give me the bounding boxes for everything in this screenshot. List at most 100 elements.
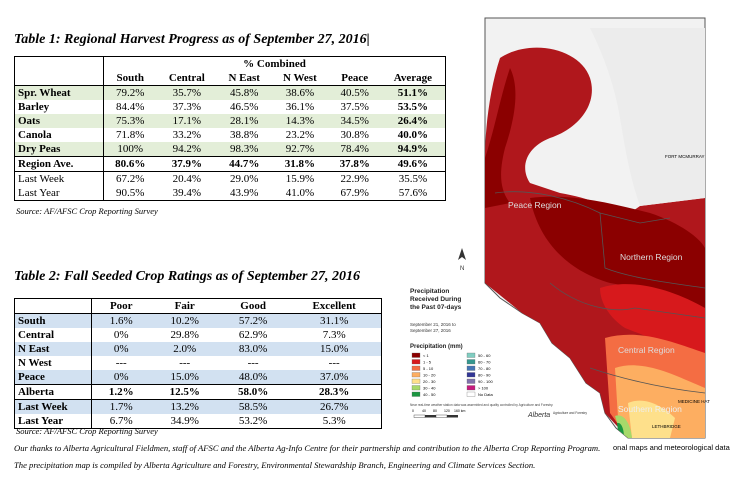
- table-cell: 15.0%: [150, 370, 219, 385]
- table-cell: 36.1%: [285, 101, 315, 113]
- row-label: Oats: [14, 114, 104, 128]
- legend-label: 50 - 60: [478, 353, 491, 358]
- table-row: Last Week 1.7% 13.2% 58.5% 26.7%: [14, 399, 382, 414]
- legend-swatch: [466, 352, 476, 358]
- legend-label: 40 - 50: [423, 392, 436, 397]
- legend-swatch: [466, 378, 476, 384]
- table-cell: 0%: [113, 329, 129, 341]
- table2-source: Source: AF/AFSC Crop Reporting Survey: [16, 426, 158, 436]
- table-row: Oats 75.3% 17.1% 28.1% 14.3% 34.5% 26.4%: [14, 114, 446, 128]
- table-cell: 26.4%: [380, 114, 446, 128]
- legend-dates: September 21, 2016 to: [410, 322, 456, 327]
- scale-tick: 120: [444, 409, 450, 413]
- table-cell: 41.0%: [285, 187, 315, 199]
- table-cell: 58.5%: [218, 399, 288, 414]
- table-cell: 53.2%: [238, 415, 268, 427]
- table-cell: 78.4%: [328, 142, 381, 157]
- column-header: Good: [240, 300, 266, 312]
- table-cell: 51.1%: [380, 85, 446, 100]
- city-label: MEDICINE HAT: [678, 399, 710, 404]
- scale-tick: 160 km: [454, 409, 466, 413]
- table-cell: 20.4%: [156, 171, 218, 186]
- legend-label: 5 - 10: [423, 366, 434, 371]
- legend-label: No Data: [478, 392, 493, 397]
- table-cell: 37.5%: [340, 101, 369, 113]
- map-legend: Precipitation Received During the Past 0…: [410, 288, 587, 419]
- table-cell: 39.4%: [172, 187, 202, 199]
- svg-text:Alberta: Alberta: [527, 412, 550, 419]
- legend-title-line3: the Past 07-days: [410, 304, 462, 311]
- table-cell: 71.8%: [116, 129, 145, 141]
- legend-swatch: [411, 365, 421, 371]
- dark-red-center: [530, 196, 705, 308]
- table-cell: 58.0%: [218, 384, 288, 400]
- table-row-region-average: Region Ave. 80.6% 37.9% 44.7% 31.8% 37.8…: [14, 156, 446, 172]
- table-cell: 28.3%: [287, 384, 382, 400]
- row-label: Canola: [14, 128, 104, 142]
- row-label: Last Week: [14, 399, 92, 414]
- column-header: Fair: [174, 300, 195, 312]
- scale-tick: 40: [422, 409, 426, 413]
- column-header: N East: [228, 72, 260, 84]
- table-cell: 35.5%: [380, 171, 446, 186]
- table-cell: 80.6%: [103, 156, 157, 172]
- legend-label: 80 - 90: [478, 373, 491, 378]
- table-cell: 14.3%: [271, 114, 329, 128]
- table-cell: 6.7%: [109, 415, 133, 427]
- region-boundary: [599, 212, 706, 289]
- table-row: Last Year 90.5% 39.4% 43.9% 41.0% 67.9% …: [14, 186, 446, 201]
- table-cell: 15.0%: [287, 342, 382, 356]
- table-cell: 100%: [103, 142, 157, 157]
- city-label: FORT MCMURRAY: [665, 154, 705, 159]
- legend-label: < 1: [423, 353, 429, 358]
- table-cell: 45.8%: [217, 85, 272, 100]
- legend-swatch: [466, 385, 476, 391]
- scale-tick: 0: [412, 409, 414, 413]
- table-cell: 7.3%: [322, 329, 346, 341]
- table-cell: 22.9%: [328, 171, 381, 186]
- row-label: N West: [14, 356, 92, 370]
- table-row: Peace 0% 15.0% 48.0% 37.0%: [14, 370, 382, 385]
- svg-text:N: N: [460, 266, 464, 272]
- table-cell: 26.7%: [287, 399, 382, 414]
- table-row: Last Week 67.2% 20.4% 29.0% 15.9% 22.9% …: [14, 171, 446, 186]
- table-cell: 37.3%: [172, 101, 202, 113]
- row-label: Alberta: [14, 384, 92, 400]
- table-header-row: % Combined: [14, 56, 446, 71]
- table-cell: 53.5%: [397, 101, 429, 113]
- table-cell: 0%: [91, 342, 151, 356]
- table-cell: 13.2%: [150, 399, 219, 414]
- north-arrow-icon: N: [458, 248, 466, 272]
- table-cell: 94.9%: [380, 142, 446, 157]
- table-cell: 29.8%: [170, 329, 199, 341]
- legend-swatch: [466, 391, 476, 397]
- table-cell: 57.6%: [398, 187, 428, 199]
- table-corner-cell: [14, 298, 92, 314]
- table-corner-cell: [14, 71, 104, 86]
- table-cell: 38.6%: [271, 85, 329, 100]
- table-cell: ---: [179, 357, 191, 369]
- svg-text:September 21, 2016 to Se: September 21, 2016 to September 27, 2016: [410, 322, 457, 333]
- table-cell: 46.5%: [230, 101, 259, 113]
- legend-swatch: [411, 378, 421, 384]
- table-header-row: Poor Fair Good Excellent: [14, 298, 382, 314]
- table-cell: 1.6%: [91, 313, 151, 328]
- table-cell: ---: [115, 357, 127, 369]
- legend-swatch: [466, 372, 476, 378]
- table-cell: ---: [328, 357, 340, 369]
- table-corner-cell: [14, 56, 104, 71]
- table-cell: 37.8%: [328, 156, 381, 172]
- legend-title: Precipitation: [410, 288, 449, 295]
- legend-label: 30 - 40: [423, 386, 436, 391]
- legend-label: 60 - 70: [478, 360, 491, 365]
- column-header: Excellent: [312, 300, 356, 312]
- harvest-progress-table: % Combined South Central N East N West P…: [14, 56, 446, 201]
- fall-crop-ratings-table: Poor Fair Good Excellent South 1.6% 10.2…: [14, 298, 382, 429]
- table-cell: 31.8%: [271, 156, 329, 172]
- footer-overflow-text: onal maps and meteorological data: [613, 443, 730, 452]
- legend-title-line2: Received During: [410, 296, 461, 303]
- table-cell: 83.0%: [218, 342, 288, 356]
- svg-text:Agriculture and Forestry: Agriculture and Forestry: [553, 411, 587, 415]
- table-cell: 90.5%: [116, 187, 145, 199]
- column-header: Average: [393, 72, 433, 84]
